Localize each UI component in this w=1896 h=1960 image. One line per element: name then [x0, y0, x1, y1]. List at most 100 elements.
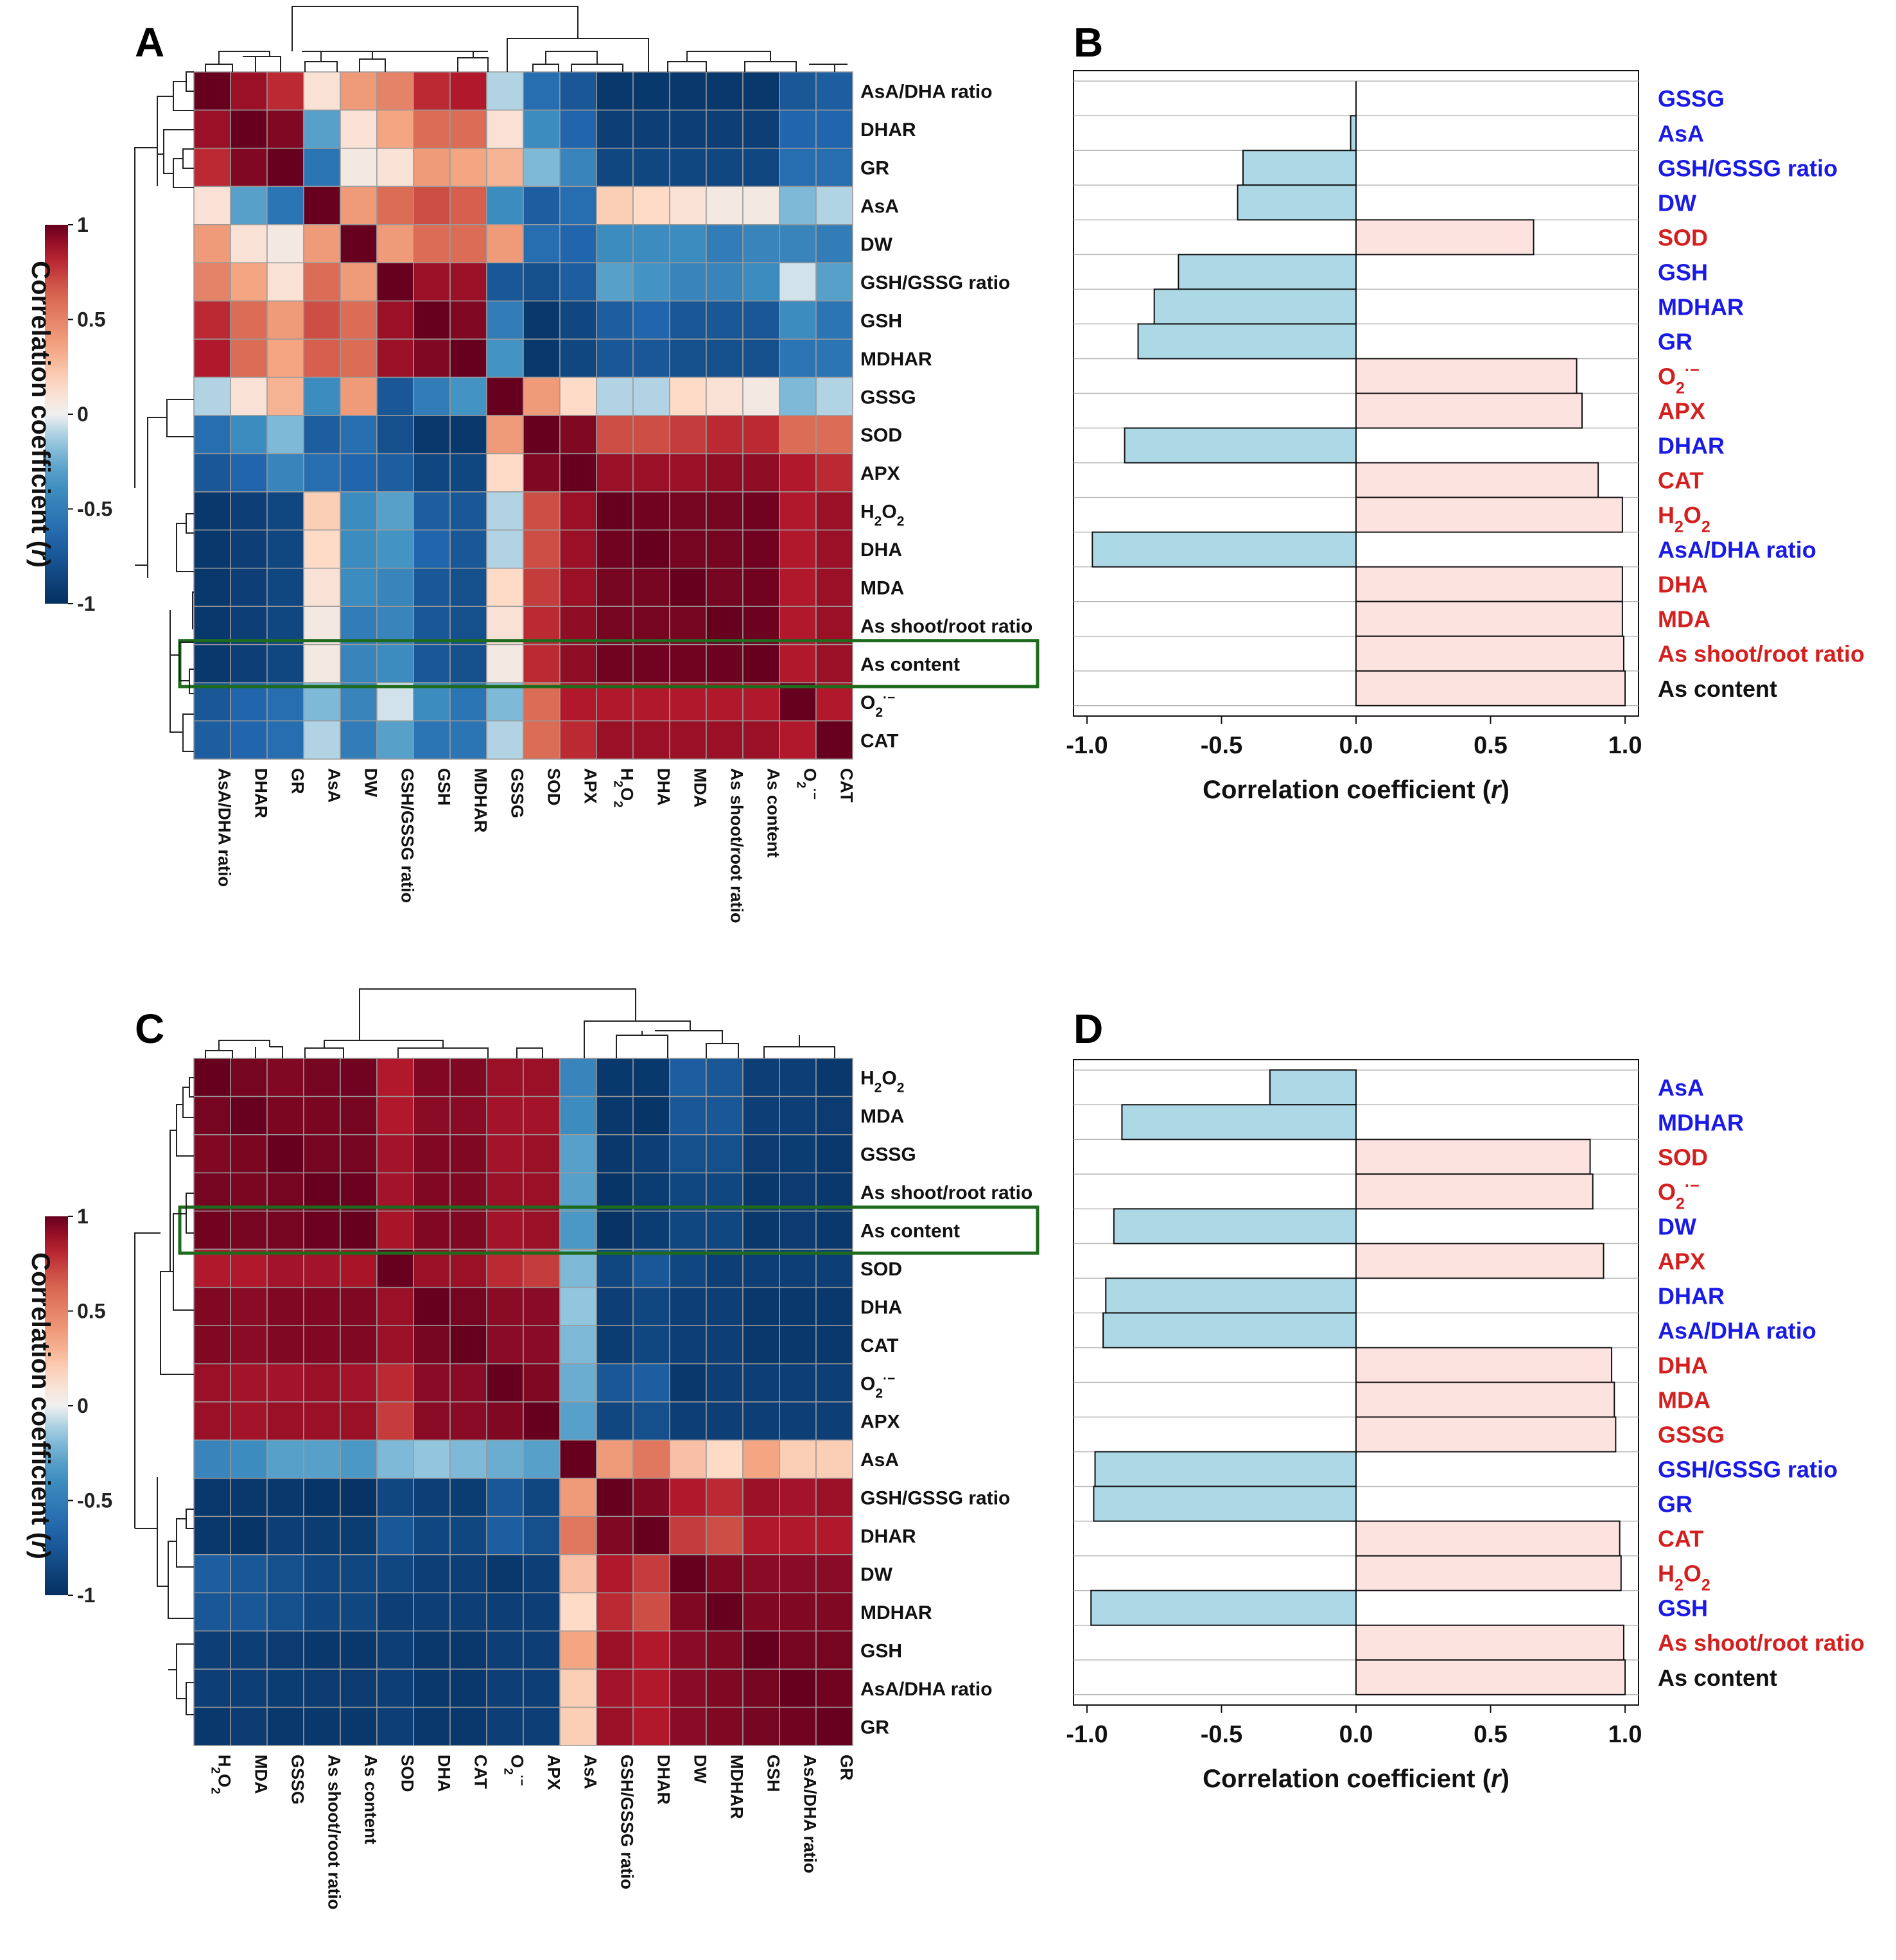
heatmap-cell — [340, 720, 378, 760]
heatmap-cell — [559, 1211, 597, 1250]
heatmap-cell — [413, 643, 451, 683]
heatmap-cell — [486, 1478, 524, 1518]
heatmap-cell — [376, 1554, 414, 1593]
heatmap-cell — [596, 491, 634, 531]
heatmap-cell — [815, 1286, 853, 1326]
heatmap-cell — [706, 1668, 744, 1708]
heatmap-cell — [449, 1096, 487, 1135]
heatmap-cell — [779, 1248, 817, 1288]
heatmap-cell — [559, 376, 597, 416]
bar-h2o2 — [1355, 496, 1623, 533]
heatmap-cell — [193, 71, 231, 111]
heatmap-cell — [486, 1134, 524, 1174]
heatmap-cell — [266, 568, 304, 607]
heatmap-cell — [523, 1325, 561, 1365]
heatmap-cell — [706, 682, 744, 722]
heatmap-cell — [779, 1363, 817, 1403]
heatmap-cell — [449, 262, 487, 302]
heatmap-cell — [266, 262, 304, 302]
x-tick-label: -0.5 — [1201, 1721, 1242, 1748]
heatmap-cell — [779, 376, 817, 416]
heatmap-cell — [815, 1363, 853, 1403]
heatmap-cell — [669, 71, 707, 111]
heatmap-cell — [340, 1401, 378, 1441]
heatmap-cell — [632, 1058, 670, 1098]
heatmap-cell — [523, 338, 561, 378]
heatmap-cell — [303, 415, 341, 455]
heatmap-cell — [413, 262, 451, 302]
panel-letter-b: B — [1074, 19, 1103, 66]
heatmap-cell — [266, 415, 304, 455]
heatmap-cell — [779, 606, 817, 645]
heatmap-cell — [815, 338, 853, 378]
heatmap-cell — [596, 1363, 634, 1403]
bar-mda — [1355, 600, 1623, 637]
heatmap-cell — [413, 1172, 451, 1212]
heatmap-cell — [742, 491, 780, 531]
heatmap-cell — [413, 529, 451, 569]
heatmap-cell — [706, 529, 744, 569]
heatmap-cell — [230, 1248, 268, 1288]
heatmap-col-label-gsh: GSH — [435, 768, 454, 806]
heatmap-cell — [815, 1478, 853, 1518]
heatmap-cell — [266, 1172, 304, 1212]
heatmap-cell — [486, 1439, 524, 1479]
heatmap-row-label-dw: DW — [860, 1564, 893, 1586]
heatmap-cell — [742, 71, 780, 111]
dendrogram-branch — [571, 51, 848, 72]
bar-mda — [1355, 1381, 1615, 1418]
heatmap-cell — [449, 1172, 487, 1212]
heatmap-cell — [303, 1286, 341, 1326]
heatmap-cell — [449, 606, 487, 645]
heatmap-cell — [266, 1706, 304, 1746]
heatmap-cell — [523, 1439, 561, 1479]
colorbar-tick-label: -1 — [77, 592, 95, 615]
heatmap-cell — [340, 224, 378, 263]
heatmap-cell — [449, 1478, 487, 1518]
heatmap-cell — [632, 1211, 670, 1250]
heatmap-cell — [413, 1363, 451, 1403]
colorbar — [45, 1216, 68, 1595]
colorbar-tick-label: -1 — [77, 1584, 95, 1607]
heatmap-cell — [596, 71, 634, 111]
heatmap-cell — [632, 338, 670, 378]
heatmap-cell — [230, 491, 268, 531]
heatmap-cell — [669, 1248, 707, 1288]
dendrogram — [134, 988, 835, 1715]
heatmap-panel-c: H2O2 MDA GSSG As shoot/root ratio As content… — [26, 988, 1039, 1910]
heatmap-cell — [376, 1134, 414, 1174]
bar-as-shoot-root-ratio — [1355, 635, 1624, 672]
heatmap-cell — [449, 1134, 487, 1174]
heatmap-row-label-sod: SOD — [860, 425, 902, 446]
dendrogram-branch — [157, 71, 194, 186]
heatmap-cell — [669, 1554, 707, 1593]
category-label-mdhar: MDHAR — [1658, 1109, 1744, 1135]
heatmap-cell — [779, 148, 817, 188]
heatmap-cell — [376, 1363, 414, 1403]
heatmap-cell — [596, 529, 634, 569]
heatmap-cell — [376, 1516, 414, 1555]
heatmap-cell — [742, 606, 780, 645]
heatmap-cell — [632, 491, 670, 531]
heatmap-col-label-as-shoot-root-ratio: As shoot/root ratio — [325, 1754, 344, 1910]
colorbar-title: Correlation coefficient (r) — [26, 261, 55, 568]
heatmap-cell — [340, 1554, 378, 1593]
heatmap-cell — [303, 1554, 341, 1593]
heatmap-row-label-cat: CAT — [860, 730, 898, 751]
heatmap-cell — [596, 262, 634, 302]
heatmap-col-label-gsh: GSH — [764, 1754, 783, 1792]
heatmap-cell — [303, 1439, 341, 1479]
heatmap-cell — [596, 1096, 634, 1135]
dendrogram-branch — [135, 1528, 194, 1715]
heatmap-cell — [779, 1401, 817, 1441]
heatmap-cell — [486, 1325, 524, 1365]
heatmap-cell — [376, 148, 414, 188]
heatmap-cell — [596, 1401, 634, 1441]
heatmap-cell — [486, 1286, 524, 1326]
colorbar-tick-label: 1 — [77, 213, 89, 236]
heatmap-cell — [523, 148, 561, 188]
bar-as-content — [1355, 670, 1626, 706]
heatmap-col-label-apx: APX — [544, 1754, 564, 1790]
heatmap-col-label-gr: GR — [288, 768, 308, 794]
heatmap-cell — [706, 1706, 744, 1746]
